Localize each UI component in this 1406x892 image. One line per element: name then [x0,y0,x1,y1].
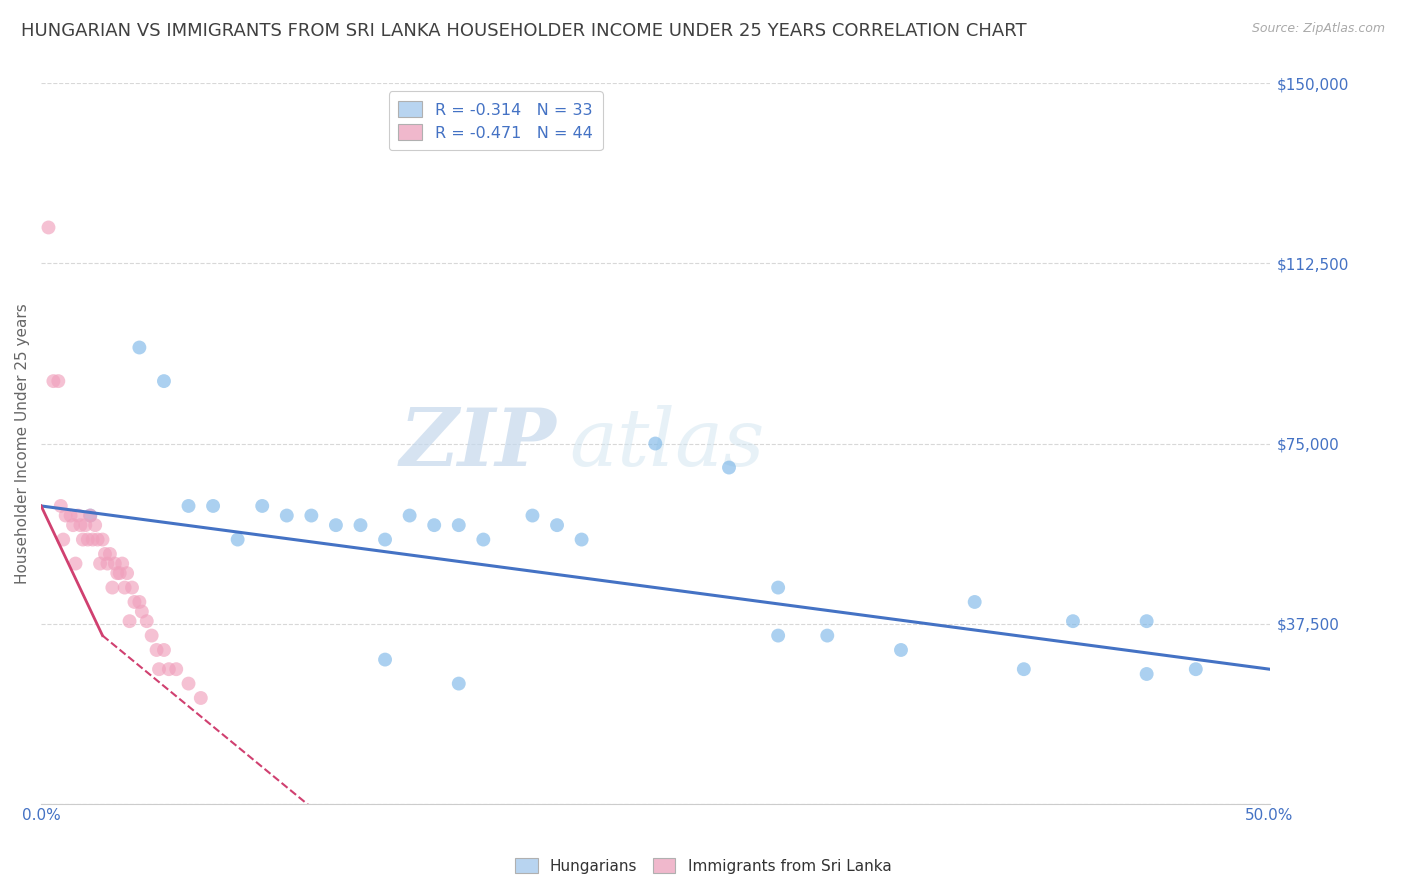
Point [447,676,470,690]
Point [69,518,91,533]
Point [644,436,666,450]
Point [165,662,187,676]
Point [94,547,117,561]
Point [82,533,104,547]
Point [141,629,163,643]
Point [202,499,225,513]
Point [121,581,143,595]
Point [79,508,101,523]
Point [98,547,121,561]
Point [91,533,114,547]
Point [42,374,65,388]
Text: ZIP: ZIP [401,405,557,483]
Point [118,614,141,628]
Point [79,508,101,523]
Point [115,566,138,581]
Point [108,566,131,581]
Point [226,533,249,547]
Point [75,518,97,533]
Point [84,518,107,533]
Point [49,499,72,513]
Legend: R = -0.314   N = 33, R = -0.471   N = 44: R = -0.314 N = 33, R = -0.471 N = 44 [388,91,603,150]
Point [128,595,150,609]
Y-axis label: Householder Income Under 25 years: Householder Income Under 25 years [15,303,30,584]
Point [522,508,544,523]
Point [96,557,118,571]
Point [148,662,170,676]
Point [766,581,789,595]
Point [59,508,82,523]
Point [131,605,153,619]
Point [374,652,396,666]
Point [1136,614,1159,628]
Point [571,533,593,547]
Legend: Hungarians, Immigrants from Sri Lanka: Hungarians, Immigrants from Sri Lanka [509,852,897,880]
Point [65,557,87,571]
Point [76,533,98,547]
Point [398,508,420,523]
Point [325,518,347,533]
Point [299,508,322,523]
Point [55,508,77,523]
Point [447,518,470,533]
Point [546,518,568,533]
Point [349,518,371,533]
Point [105,566,128,581]
Point [66,508,89,523]
Point [52,533,75,547]
Point [472,533,495,547]
Text: atlas: atlas [569,405,765,483]
Point [128,341,150,355]
Point [153,374,176,388]
Point [104,557,127,571]
Point [157,662,180,676]
Point [1062,614,1084,628]
Point [62,518,84,533]
Point [252,499,274,513]
Point [37,220,59,235]
Point [135,614,157,628]
Point [717,460,740,475]
Point [153,643,176,657]
Point [963,595,986,609]
Point [1012,662,1035,676]
Point [177,676,200,690]
Point [101,581,124,595]
Point [276,508,298,523]
Point [145,643,167,657]
Point [72,533,94,547]
Point [766,629,789,643]
Point [1184,662,1206,676]
Point [177,499,200,513]
Point [89,557,111,571]
Point [374,533,396,547]
Point [423,518,446,533]
Point [1136,667,1159,681]
Text: Source: ZipAtlas.com: Source: ZipAtlas.com [1251,22,1385,36]
Point [114,581,136,595]
Point [890,643,912,657]
Point [815,629,838,643]
Point [86,533,108,547]
Point [111,557,134,571]
Point [124,595,146,609]
Point [46,374,69,388]
Point [190,691,212,706]
Text: HUNGARIAN VS IMMIGRANTS FROM SRI LANKA HOUSEHOLDER INCOME UNDER 25 YEARS CORRELA: HUNGARIAN VS IMMIGRANTS FROM SRI LANKA H… [21,22,1026,40]
